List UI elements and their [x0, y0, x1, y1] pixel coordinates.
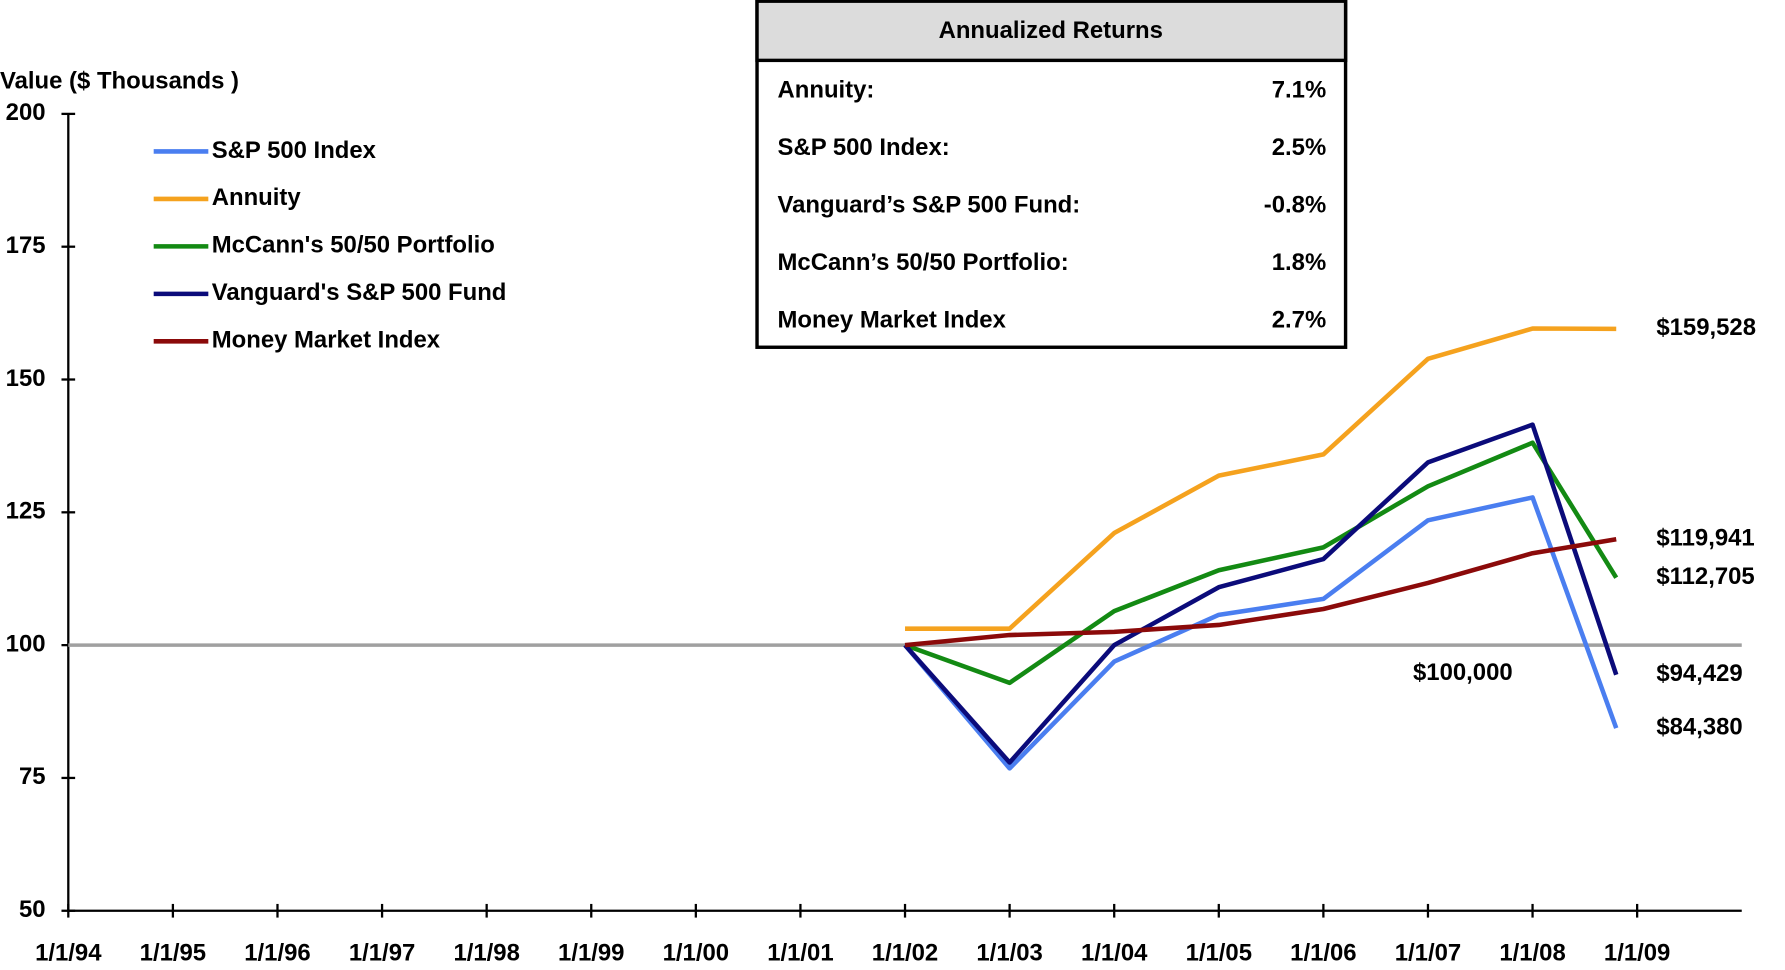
- x-tick-label: 1/1/09: [1604, 939, 1670, 966]
- x-tick-label: 1/1/04: [1081, 939, 1148, 966]
- table-row-label: McCann’s 50/50 Portfolio:: [778, 249, 1069, 276]
- table-row-value: 1.8%: [1272, 249, 1326, 276]
- table-row-value: -0.8%: [1264, 191, 1326, 218]
- legend-label: S&P 500 Index: [212, 137, 377, 164]
- reference-label: $100,000: [1413, 659, 1513, 686]
- legend-label: Annuity: [212, 184, 302, 211]
- end-label: $112,705: [1656, 563, 1754, 590]
- y-tick-label: 175: [6, 232, 46, 259]
- x-tick-label: 1/1/02: [872, 939, 938, 966]
- series-line: [903, 422, 1619, 765]
- y-tick-label: 75: [19, 763, 46, 790]
- x-tick-label: 1/1/94: [35, 939, 102, 966]
- y-tick-label: 125: [6, 498, 46, 525]
- end-label: $94,429: [1656, 660, 1742, 687]
- x-tick-label: 1/1/99: [558, 939, 624, 966]
- legend-label: Vanguard's S&P 500 Fund: [212, 279, 507, 306]
- x-tick-label: 1/1/96: [244, 939, 310, 966]
- x-tick-label: 1/1/00: [663, 939, 729, 966]
- table-row-label: Money Market Index: [778, 306, 1007, 333]
- x-tick-label: 1/1/03: [976, 939, 1042, 966]
- table-row-label: Annuity:: [778, 76, 875, 103]
- y-tick-label: 100: [6, 630, 46, 657]
- series-line: [904, 536, 1617, 648]
- series-line: [904, 440, 1619, 686]
- end-label: $119,941: [1656, 525, 1754, 552]
- x-tick-label: 1/1/06: [1290, 939, 1356, 966]
- table-header: [755, 0, 1348, 63]
- y-tick-label: 150: [6, 365, 46, 392]
- legend-label: Money Market Index: [212, 327, 441, 354]
- series-line: [905, 326, 1617, 631]
- y-tick-label: 50: [19, 896, 46, 923]
- x-tick-label: 1/1/98: [453, 939, 519, 966]
- end-label: $84,380: [1656, 713, 1742, 740]
- x-tick-label: 1/1/97: [349, 939, 415, 966]
- table-row-value: 2.7%: [1272, 306, 1326, 333]
- table-row-label: S&P 500 Index:: [778, 134, 950, 161]
- x-tick-label: 1/1/08: [1499, 939, 1565, 966]
- end-label: $159,528: [1656, 314, 1756, 341]
- table-title: Annualized Returns: [939, 17, 1163, 44]
- legend-label: McCann's 50/50 Portfolio: [212, 232, 495, 259]
- table-row-label: Vanguard’s S&P 500 Fund:: [778, 191, 1081, 218]
- y-tick-label: 200: [6, 99, 46, 126]
- table-row-value: 2.5%: [1272, 134, 1326, 161]
- x-tick-label: 1/1/95: [140, 939, 206, 966]
- x-tick-label: 1/1/01: [767, 939, 833, 966]
- table-row-value: 7.1%: [1272, 76, 1326, 103]
- y-axis-label: Value ($ Thousands ): [0, 67, 239, 94]
- x-tick-label: 1/1/05: [1186, 939, 1252, 966]
- series-line: [903, 495, 1619, 771]
- x-tick-label: 1/1/07: [1395, 939, 1461, 966]
